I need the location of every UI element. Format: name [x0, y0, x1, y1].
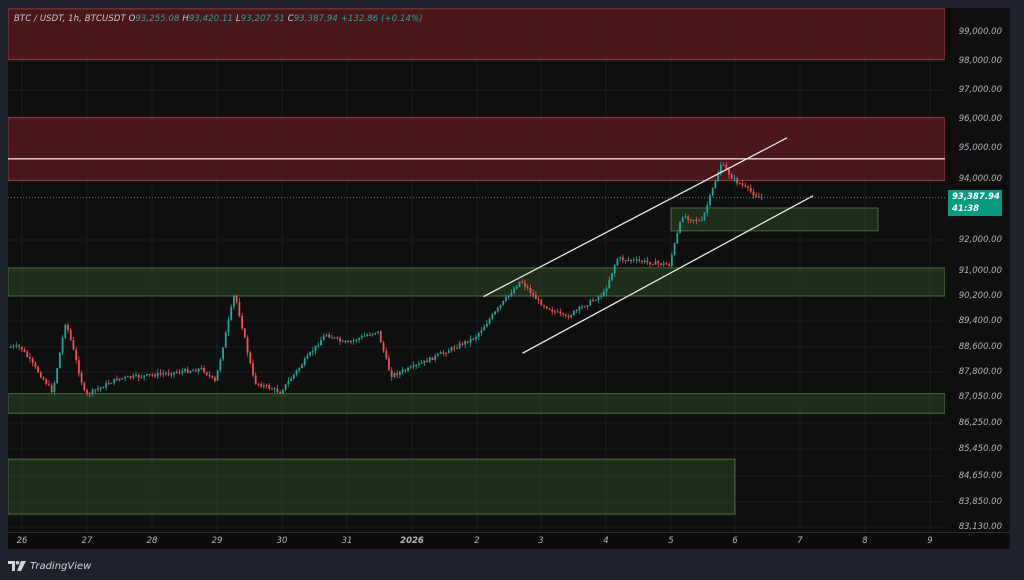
last-price-value: 93,387.94 [952, 192, 1000, 202]
chart-pane[interactable]: BTC / USDT, 1h, BTCUSDT O93,255.08 H93,4… [8, 8, 945, 532]
bar-countdown: 41:38 [952, 204, 980, 214]
price-tick-label: 95,000.00 [958, 143, 1002, 153]
time-tick-label: 28 [146, 536, 158, 546]
price-tick-label: 89,400.00 [958, 316, 1002, 326]
symbol-legend: BTC / USDT, 1h, BTCUSDT O93,255.08 H93,4… [14, 14, 423, 24]
time-tick-label: 6 [732, 536, 738, 546]
chart-frame: BTC / USDT, 1h, BTCUSDT O93,255.08 H93,4… [8, 8, 1010, 549]
price-tick-label: 84,650.00 [958, 471, 1002, 481]
price-tick-label: 86,250.00 [958, 418, 1002, 428]
low-value: 93,207.51 [240, 14, 285, 24]
price-tick-label: 90,200.00 [958, 291, 1002, 301]
support-zone[interactable] [8, 458, 736, 515]
time-tick-label: 7 [797, 536, 803, 546]
resistance-zone[interactable] [8, 8, 945, 61]
price-tick-label: 99,000.00 [958, 27, 1002, 37]
time-tick-label: 9 [927, 536, 933, 546]
time-tick-label: 3 [538, 536, 544, 546]
open-value: 93,255.08 [135, 14, 180, 24]
close-value: 93,387.94 [293, 14, 338, 24]
time-tick-label: 27 [81, 536, 93, 546]
change-value: +132.86 (+0.14%) [340, 14, 423, 24]
resistance-zone[interactable] [8, 117, 945, 182]
support-zone[interactable] [670, 207, 879, 232]
price-axis[interactable]: 99,000.00 98,000.00 97,000.00 96,000.00 95,0… [945, 8, 1010, 532]
time-tick-label: 30 [276, 536, 288, 546]
support-zone[interactable] [8, 267, 945, 297]
time-tick-label: 26 [16, 536, 28, 546]
price-tick-label: 98,000.00 [958, 56, 1002, 66]
price-tick-label: 83,130.00 [958, 522, 1002, 532]
time-tick-label: 2026 [400, 536, 424, 546]
time-tick-label: 2 [474, 536, 480, 546]
price-tick-label: 87,800.00 [958, 367, 1002, 377]
time-tick-label: 8 [862, 536, 868, 546]
price-tick-label: 97,000.00 [958, 85, 1002, 95]
high-value: 93,420.11 [188, 14, 234, 24]
channel-lower-line[interactable] [522, 195, 814, 354]
tradingview-logo-icon [8, 561, 26, 571]
time-tick-label: 4 [603, 536, 609, 546]
time-tick-label: 29 [211, 536, 223, 546]
price-tick-label: 87,050.00 [958, 392, 1002, 402]
channel-upper-line[interactable] [483, 137, 788, 298]
support-zone[interactable] [8, 393, 945, 414]
price-tick-label: 94,000.00 [958, 174, 1002, 184]
time-tick-label: 5 [668, 536, 674, 546]
last-price-badge: 93,387.94 41:38 [948, 190, 1002, 216]
symbol-title: BTC / USDT, 1h, BTCUSDT [14, 14, 126, 24]
tradingview-footer[interactable]: TradingView [8, 558, 91, 574]
tradingview-brand: TradingView [30, 560, 92, 572]
price-tick-label: 96,000.00 [958, 114, 1002, 124]
price-chart[interactable] [8, 8, 945, 532]
time-axis[interactable]: 26 27 28 29 30 31 2026 2 3 4 5 6 7 8 9 [8, 532, 1010, 549]
price-tick-label: 88,600.00 [958, 342, 1002, 352]
price-tick-label: 92,000.00 [958, 235, 1002, 245]
price-tick-label: 83,850.00 [958, 497, 1002, 507]
time-tick-label: 31 [341, 536, 353, 546]
price-tick-label: 91,000.00 [958, 266, 1002, 276]
price-tick-label: 85,450.00 [958, 444, 1002, 454]
